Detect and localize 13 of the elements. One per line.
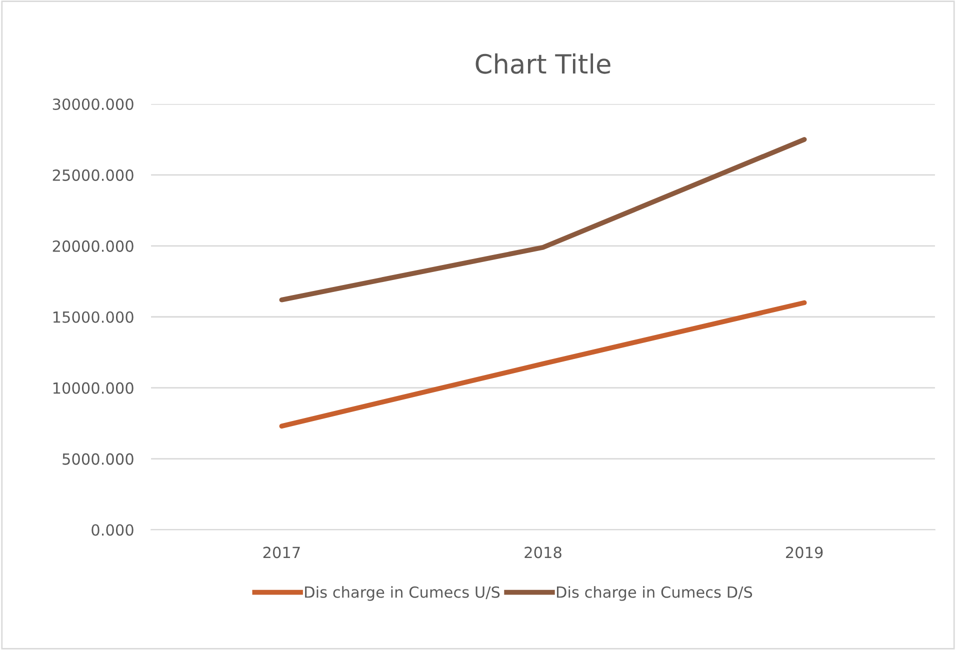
x-tick-label: 2019	[786, 546, 823, 558]
legend-label: Dis charge in Cumecs U/S	[305, 586, 500, 601]
y-tick-label: 30000.000	[52, 98, 134, 110]
x-tick-label: 2018	[524, 546, 562, 558]
chart-title: Chart Title	[476, 53, 610, 74]
y-tick-label: 10000.000	[53, 382, 134, 394]
y-tick-label: 15000.000	[53, 311, 134, 323]
y-tick-label: 25000.000	[52, 169, 134, 181]
y-tick-label: 0.000	[92, 524, 134, 536]
legend-label: Dis charge in Cumecs D/S	[556, 586, 752, 601]
y-tick-label: 20000.000	[52, 240, 134, 252]
x-tick-label: 2017	[263, 546, 300, 558]
y-tick-label: 5000.000	[62, 453, 134, 465]
